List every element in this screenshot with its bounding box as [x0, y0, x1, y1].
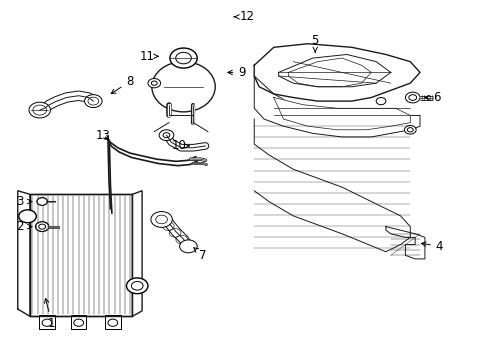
Polygon shape [278, 54, 390, 87]
Text: 13: 13 [96, 129, 110, 142]
Polygon shape [18, 191, 30, 316]
Circle shape [375, 98, 385, 105]
Text: 1: 1 [44, 298, 56, 330]
Text: 2: 2 [17, 220, 32, 233]
Circle shape [42, 319, 52, 326]
Text: 10: 10 [171, 139, 189, 152]
Polygon shape [385, 226, 424, 259]
Polygon shape [254, 119, 409, 252]
Text: 11: 11 [139, 50, 158, 63]
Circle shape [179, 240, 197, 253]
Circle shape [74, 319, 83, 326]
Circle shape [151, 212, 172, 227]
Circle shape [405, 92, 419, 103]
Text: 5: 5 [311, 33, 318, 52]
Bar [39, 315, 55, 329]
Text: 8: 8 [111, 75, 133, 94]
Circle shape [29, 102, 50, 118]
Circle shape [404, 126, 415, 134]
Circle shape [148, 78, 160, 88]
Polygon shape [254, 76, 419, 137]
Circle shape [84, 95, 102, 108]
Bar [30, 194, 132, 316]
Circle shape [35, 222, 49, 231]
Text: 3: 3 [17, 195, 32, 208]
Circle shape [108, 319, 118, 326]
Circle shape [159, 130, 173, 140]
Ellipse shape [152, 62, 215, 112]
Text: 12: 12 [233, 10, 254, 23]
Circle shape [19, 210, 36, 223]
Text: 7: 7 [193, 248, 206, 262]
Circle shape [37, 198, 47, 206]
Circle shape [169, 48, 197, 68]
Text: 9: 9 [227, 66, 245, 79]
Circle shape [126, 278, 148, 294]
Polygon shape [132, 191, 142, 316]
Text: 6: 6 [424, 91, 440, 104]
Bar [71, 315, 86, 329]
Polygon shape [254, 44, 419, 101]
Bar [105, 315, 121, 329]
Text: 4: 4 [421, 240, 443, 253]
Polygon shape [273, 98, 409, 130]
